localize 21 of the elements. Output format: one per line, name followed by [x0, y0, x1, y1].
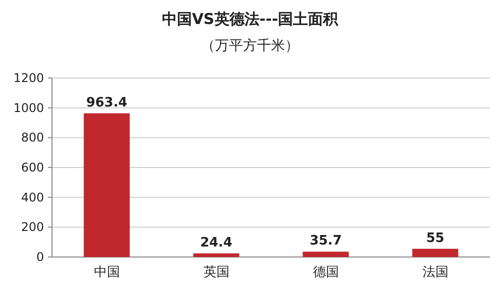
data-label: 55: [426, 230, 444, 246]
bar: [193, 253, 240, 257]
chart-subtitle: （万平方千米）: [201, 38, 299, 54]
data-label: 963.4: [86, 95, 128, 110]
y-tick-label: 800: [21, 130, 44, 145]
x-tick-label: 中国: [94, 265, 120, 280]
data-label: 24.4: [200, 235, 232, 250]
x-tick-label: 德国: [312, 265, 339, 280]
chart-title: 中国VS英德法---国土面积: [162, 10, 340, 28]
data-label: 35.7: [310, 234, 342, 249]
bar: [84, 113, 130, 257]
y-tick-label: 200: [21, 220, 44, 234]
y-tick-label: 0: [36, 250, 44, 264]
y-tick-label: 1000: [13, 100, 44, 115]
y-tick-label: 400: [21, 190, 44, 204]
y-tick-label: 1200: [13, 71, 44, 85]
y-tick-label: 600: [21, 160, 44, 174]
x-tick-label: 英国: [203, 265, 230, 280]
x-tick-label: 法国: [422, 265, 448, 280]
bar: [412, 248, 458, 257]
bar: [302, 252, 349, 257]
